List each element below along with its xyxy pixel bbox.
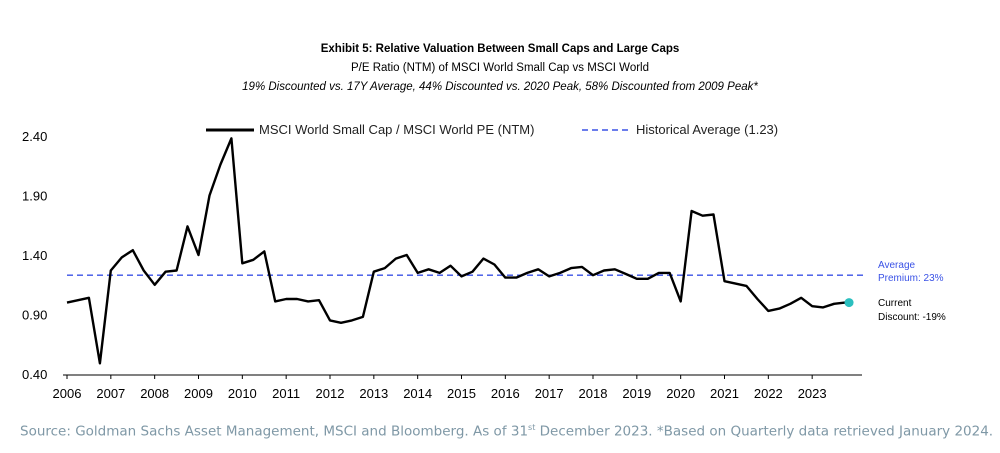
average-annotation-line2: Premium: 23% <box>878 273 944 284</box>
x-tick-label: 2018 <box>579 386 608 401</box>
annotations: Average Premium: 23% Current Discount: -19% <box>878 260 946 323</box>
chart-subtitle: P/E Ratio (NTM) of MSCI World Small Cap … <box>351 62 649 74</box>
chart-note: 19% Discounted vs. 17Y Average, 44% Disc… <box>242 81 758 93</box>
x-tick-label: 2010 <box>228 386 257 401</box>
x-tick-label: 2006 <box>53 386 82 401</box>
x-tick-label: 2008 <box>140 386 169 401</box>
source-text-start: Source: Goldman Sachs Asset Management, … <box>20 423 529 440</box>
x-tick-label: 2021 <box>710 386 739 401</box>
x-tick-label: 2019 <box>622 386 651 401</box>
axes: 0.40 0.90 1.40 1.90 2.40 2006 2007 2008 2009 2010… <box>22 129 862 401</box>
source-text-end: December 2023. *Based on Quarterly data … <box>535 423 994 440</box>
y-tick-label: 0.90 <box>22 308 47 323</box>
x-tick-label: 2022 <box>754 386 783 401</box>
series-line-small-large-pe <box>66 137 846 365</box>
x-tick-label: 2009 <box>184 386 213 401</box>
x-tick-label: 2007 <box>96 386 125 401</box>
legend-label-series: MSCI World Small Cap / MSCI World PE (NT… <box>259 122 534 137</box>
x-tick-label: 2017 <box>535 386 564 401</box>
y-tick-label: 1.40 <box>22 248 47 263</box>
x-tick-label: 2015 <box>447 386 476 401</box>
x-tick-label: 2014 <box>403 386 432 401</box>
legend-label-average: Historical Average (1.23) <box>636 122 778 137</box>
legend: MSCI World Small Cap / MSCI World PE (NT… <box>206 122 778 137</box>
source-note: Source: Goldman Sachs Asset Management, … <box>20 423 993 440</box>
x-tick-label: 2011 <box>272 386 300 401</box>
source-superscript: st <box>528 423 536 432</box>
x-tick-label: 2020 <box>666 386 695 401</box>
y-tick-label: 1.90 <box>22 189 47 204</box>
current-annotation-line1: Current <box>878 298 912 309</box>
line-chart: 0.40 0.90 1.40 1.90 2.40 2006 2007 2008 2009 2010… <box>22 122 946 401</box>
x-tick-label: 2012 <box>316 386 345 401</box>
current-annotation-line2: Discount: -19% <box>878 312 946 323</box>
current-value-marker <box>844 298 854 308</box>
series-layer <box>66 137 866 365</box>
x-tick-label: 2013 <box>359 386 388 401</box>
y-tick-label: 0.40 <box>22 367 47 382</box>
x-tick-label: 2016 <box>491 386 520 401</box>
chart-title: Exhibit 5: Relative Valuation Between Sm… <box>320 43 680 55</box>
chart-titles: Exhibit 5: Relative Valuation Between Sm… <box>0 40 1000 97</box>
y-tick-label: 2.40 <box>22 129 47 144</box>
x-tick-label: 2023 <box>798 386 827 401</box>
average-annotation-line1: Average <box>878 260 916 271</box>
